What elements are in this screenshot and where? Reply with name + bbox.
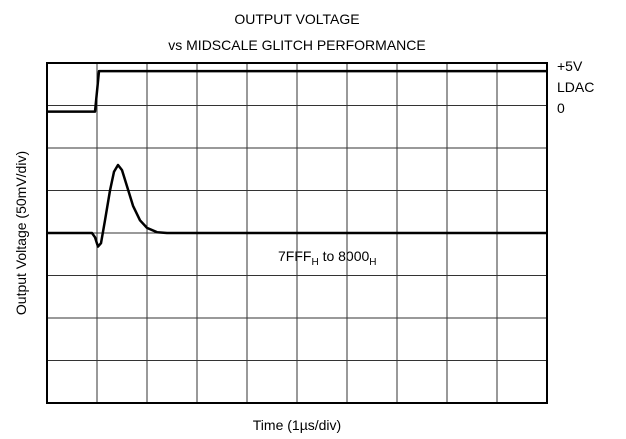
annotation-sub: H xyxy=(369,257,376,268)
trace xyxy=(47,163,547,248)
y-axis-label: Output Voltage (50mV/div) xyxy=(13,151,29,315)
annotation: 7FFFH to 8000H xyxy=(278,248,377,268)
annotation-part: 7FFF xyxy=(278,248,311,264)
annotation-part: to 8000 xyxy=(319,248,370,264)
x-axis-label: Time (1µs/div) xyxy=(253,417,341,433)
side-label: LDAC xyxy=(557,79,594,95)
chart-title: vs MIDSCALE GLITCH PERFORMANCE xyxy=(168,37,425,53)
side-label: +5V xyxy=(557,58,583,74)
chart-title: OUTPUT VOLTAGE xyxy=(234,11,359,27)
trace xyxy=(47,69,547,113)
annotation-sub: H xyxy=(311,257,318,268)
side-label: 0 xyxy=(557,100,565,116)
